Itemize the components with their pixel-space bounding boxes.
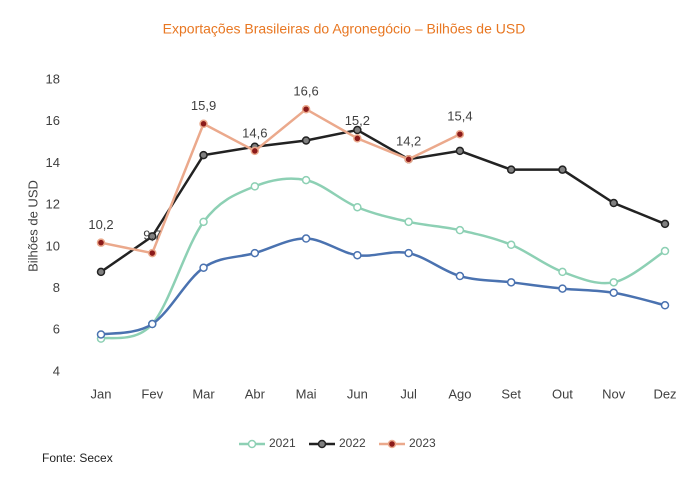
series-line — [100, 128, 666, 273]
point — [353, 134, 362, 143]
point — [455, 225, 465, 235]
x-tick-label: Dez — [653, 386, 676, 401]
point — [506, 240, 516, 250]
y-tick-label: 16 — [46, 113, 60, 128]
data-label: 15,4 — [447, 109, 472, 124]
y-tick-label: 8 — [53, 280, 60, 295]
point — [353, 250, 362, 260]
x-tick-label: Mar — [192, 386, 215, 401]
point — [404, 217, 413, 227]
point — [96, 267, 106, 277]
point — [250, 182, 260, 191]
y-axis-label: Bilhões de USD — [25, 180, 40, 272]
x-tick-label: Jun — [347, 386, 368, 401]
x-tick-label: Nov — [602, 386, 626, 401]
point — [199, 217, 208, 227]
legend-marker — [387, 439, 397, 449]
x-tick-label: Abr — [245, 386, 266, 401]
data-label: 15,9 — [191, 98, 216, 113]
point — [404, 248, 413, 258]
point — [558, 284, 567, 293]
point — [455, 129, 465, 139]
point — [609, 278, 618, 287]
point — [558, 267, 567, 277]
point — [301, 234, 311, 243]
chart-title: Exportações Brasileiras do Agronegócio –… — [163, 21, 526, 37]
point — [660, 301, 670, 310]
x-tick-label: Set — [501, 386, 521, 401]
series-line — [100, 237, 666, 336]
point — [301, 104, 311, 114]
data-label: 9,7 — [143, 228, 161, 243]
y-tick-label: 6 — [53, 322, 60, 337]
data-label: 15,2 — [345, 113, 370, 128]
series-line — [100, 177, 666, 340]
legend-marker — [247, 439, 257, 449]
data-label: 16,6 — [293, 84, 318, 99]
point — [353, 125, 362, 135]
x-tick-label: Mai — [296, 386, 317, 401]
legend-label: 2022 — [339, 436, 366, 450]
data-label: 14,6 — [242, 125, 267, 140]
x-tick-label: Fev — [141, 386, 163, 401]
point — [199, 150, 208, 160]
point — [301, 136, 311, 145]
legend-label: 2023 — [409, 436, 436, 450]
source: Fonte: Secex — [42, 451, 113, 465]
point — [96, 238, 106, 247]
point — [301, 175, 311, 185]
point — [353, 202, 362, 212]
point — [609, 198, 618, 208]
point — [199, 263, 208, 272]
data-label: 10,2 — [88, 217, 113, 232]
y-tick-label: 12 — [46, 197, 60, 212]
point — [199, 119, 208, 129]
legend-marker — [317, 439, 327, 449]
point — [455, 146, 465, 156]
point — [96, 330, 106, 339]
x-tick-label: Jan — [91, 386, 112, 401]
y-tick-label: 10 — [46, 238, 60, 253]
series-line — [100, 107, 461, 255]
point — [506, 165, 516, 174]
legend-label: 2021 — [269, 436, 296, 450]
point — [455, 271, 465, 281]
point — [404, 155, 413, 164]
point — [148, 248, 157, 258]
point — [148, 232, 157, 241]
y-tick-label: 14 — [46, 155, 60, 170]
point — [660, 246, 670, 256]
data-label: 14,2 — [396, 134, 421, 149]
point — [250, 146, 260, 156]
y-tick-label: 4 — [53, 363, 60, 378]
point — [609, 288, 618, 297]
point — [660, 219, 670, 229]
point — [148, 319, 157, 329]
y-tick-label: 18 — [46, 71, 60, 86]
x-tick-label: Ago — [448, 386, 471, 401]
x-tick-label: Jul — [400, 386, 417, 401]
point — [250, 248, 260, 258]
point — [558, 165, 567, 174]
point — [506, 278, 516, 287]
x-tick-label: Out — [552, 386, 573, 401]
